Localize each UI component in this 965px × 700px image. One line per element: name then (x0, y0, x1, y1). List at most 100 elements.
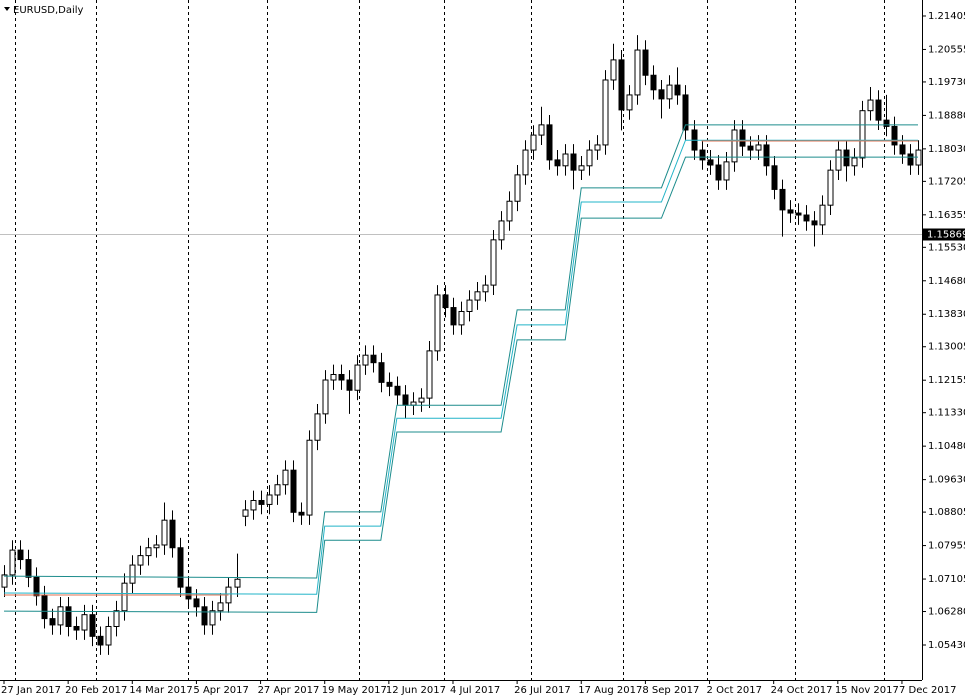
y-tick-label: 1.07105 (928, 574, 965, 585)
y-tick-label: 1.17205 (928, 176, 965, 187)
candle-body (626, 94, 633, 111)
candle-body (522, 149, 529, 176)
candle-body (33, 576, 40, 597)
candle-body (682, 94, 689, 131)
candle-body (17, 549, 24, 561)
candle-body (554, 159, 561, 167)
candle-body (747, 145, 754, 151)
candle-body (41, 595, 48, 620)
candle-body (442, 294, 449, 309)
candle-body (883, 119, 890, 127)
candle-body (875, 99, 882, 121)
symbol-menu-arrow[interactable] (4, 7, 10, 11)
candle-body (674, 84, 681, 96)
candle-body (514, 174, 521, 202)
candle-body (418, 397, 425, 403)
candle-body (731, 129, 738, 163)
candle-body (899, 144, 906, 155)
candle-body (314, 413, 321, 441)
candle-body (129, 564, 136, 584)
candle-body (346, 379, 353, 391)
candle-body (57, 606, 64, 626)
x-tick-label: 7 Dec 2017 (899, 685, 957, 696)
candle-body (89, 614, 96, 637)
candle-body (25, 559, 32, 578)
candle-body (819, 204, 826, 226)
candle-body (306, 439, 313, 516)
indicator-line (4, 140, 918, 596)
bid-label: 1.15869 (927, 230, 965, 241)
candle-body (618, 59, 625, 111)
candle-body (434, 294, 441, 352)
candle-body (370, 354, 377, 364)
x-tick-label: 8 Sep 2017 (642, 685, 699, 696)
candle-body (193, 598, 200, 608)
y-tick-label: 1.11330 (928, 408, 965, 419)
candle-body (242, 509, 249, 517)
candle-body (530, 134, 537, 151)
y-tick-label: 1.18880 (928, 110, 965, 121)
candle-body (907, 153, 914, 166)
candle-body (250, 499, 257, 511)
candle-body (474, 291, 481, 301)
candle-body (658, 89, 665, 100)
candle-body (450, 307, 457, 326)
candle-body (835, 149, 842, 171)
candle-body (771, 165, 778, 190)
y-tick-label: 1.19730 (928, 77, 965, 88)
candle-body (586, 149, 593, 167)
candle-body (169, 519, 176, 549)
candle-body (666, 84, 673, 100)
candle-body (755, 144, 762, 151)
candle-body (97, 635, 104, 646)
candle-body (209, 610, 216, 626)
candle-body (49, 618, 56, 626)
bid-label-box (922, 228, 965, 241)
candle-body (851, 157, 858, 167)
candle-body (274, 484, 281, 496)
candle-body (763, 144, 770, 167)
candle-body (105, 625, 112, 646)
candle-body (723, 161, 730, 181)
candle-body (538, 124, 545, 136)
candle-body (9, 549, 16, 576)
candle-body (634, 49, 641, 96)
x-tick-label: 12 Jun 2017 (386, 685, 446, 696)
candle-body (145, 547, 152, 557)
candle-body (891, 125, 898, 146)
candle-body (177, 547, 184, 588)
x-tick-label: 19 May 2017 (322, 685, 387, 696)
candle-body (466, 299, 473, 312)
y-tick-label: 1.21405 (928, 11, 965, 22)
candle-body (707, 159, 714, 166)
x-tick-label: 15 Nov 2017 (835, 685, 899, 696)
candle-body (121, 582, 128, 612)
x-tick-label: 20 Feb 2017 (65, 685, 127, 696)
candle-body (482, 284, 489, 293)
candle-body (153, 544, 160, 549)
candle-body (650, 74, 657, 91)
candle-body (322, 379, 329, 415)
y-tick-label: 1.09630 (928, 475, 965, 486)
x-tick-label: 27 Jan 2017 (1, 685, 61, 696)
y-tick-label: 1.10480 (928, 441, 965, 452)
candle-body (458, 310, 465, 326)
candle-body (338, 373, 345, 381)
candle-body (234, 578, 241, 588)
candle-body (354, 364, 361, 391)
candle-body (266, 494, 273, 505)
x-tick-label: 5 Apr 2017 (193, 685, 248, 696)
candle-body (490, 239, 497, 286)
y-tick-label: 1.08805 (928, 507, 965, 518)
candle-body (803, 214, 810, 222)
y-tick-label: 1.12155 (928, 375, 965, 386)
candle-body (378, 362, 385, 383)
y-tick-label: 1.16355 (928, 210, 965, 221)
x-tick-label: 2 Oct 2017 (707, 685, 762, 696)
candle-body (362, 354, 369, 366)
candle-body (859, 110, 866, 159)
y-tick-label: 1.20555 (928, 44, 965, 55)
y-tick-label: 1.05430 (928, 640, 965, 651)
x-tick-label: 17 Aug 2017 (578, 685, 642, 696)
